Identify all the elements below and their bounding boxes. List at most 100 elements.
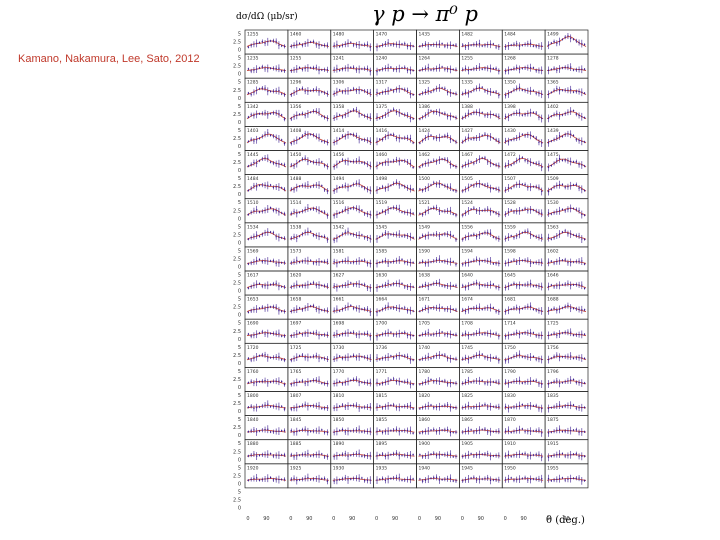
data-point [369,262,371,265]
data-point [419,188,421,190]
data-point [492,211,495,213]
data-point [524,356,526,358]
data-point [558,356,561,359]
data-point [532,111,535,114]
data-point [561,183,564,186]
energy-label: 1725 [290,345,302,351]
data-point [578,357,580,359]
data-point [296,455,298,457]
data-point [487,184,489,187]
data-point [578,308,580,311]
data-point [492,91,495,93]
data-point [518,478,521,480]
data-point [513,430,515,433]
data-point [550,115,552,117]
data-point [492,430,495,433]
data-point [344,307,346,309]
data-point [278,262,280,264]
data-point [253,69,255,71]
data-point [435,259,438,261]
data-point [481,232,483,235]
data-point [412,142,414,144]
data-point [412,310,414,312]
data-point [361,283,363,286]
data-point [264,260,266,262]
data-point [256,234,258,236]
model-curve [332,283,372,288]
data-point [363,332,366,335]
data-point [412,432,414,434]
data-point [358,283,360,285]
data-point [361,162,363,164]
data-point [381,333,384,336]
data-point [578,187,580,189]
data-point [347,283,349,285]
data-point [452,260,454,263]
data-point [556,453,558,456]
data-point [516,87,518,90]
data-point [358,89,360,91]
data-point [272,67,275,70]
data-point [583,382,586,384]
data-point [475,354,478,356]
data-point [358,356,360,358]
data-point [527,230,529,233]
data-point [253,429,255,431]
data-point [347,90,349,92]
y-tick-label: 5 [238,489,241,495]
data-point [507,478,510,480]
data-point [307,230,309,233]
data-point [421,68,424,71]
model-curve [547,454,587,457]
data-point [333,334,335,336]
data-point [561,114,564,116]
model-curve [375,110,415,120]
energy-label: 1671 [419,297,431,303]
data-point [409,137,412,140]
data-point [379,93,381,95]
data-point [310,356,312,358]
energy-label: 1509 [547,176,559,182]
data-point [516,478,518,481]
data-point [462,431,464,433]
model-curve [418,182,458,192]
x-axis-label: θ (deg.) [546,515,585,526]
model-curve [375,260,415,264]
data-point [550,260,552,262]
data-point [430,477,432,480]
data-point [409,187,412,190]
data-point [304,332,306,335]
data-point [404,405,406,408]
model-curve [504,454,544,457]
data-point [253,185,255,187]
data-point [307,42,309,44]
data-point [547,44,550,46]
model-curve [289,158,330,168]
data-point [363,430,366,433]
data-point [326,44,329,47]
data-point [366,262,369,265]
data-point [247,68,250,70]
data-point [352,284,355,286]
data-point [409,211,412,214]
data-point [376,238,378,240]
data-point [492,137,495,140]
data-point [307,67,309,69]
data-point [269,231,272,233]
data-point [446,68,449,70]
data-point [541,166,543,168]
data-point [570,331,572,333]
data-point [275,262,277,265]
data-point [379,405,381,407]
data-point [452,308,454,311]
data-point [395,111,398,113]
data-point [363,356,366,358]
data-point [250,114,252,116]
data-point [487,67,489,70]
data-point [412,334,414,337]
data-point [321,407,323,410]
data-point [504,430,507,432]
data-point [361,259,363,262]
data-point [296,381,298,384]
data-point [513,89,515,91]
